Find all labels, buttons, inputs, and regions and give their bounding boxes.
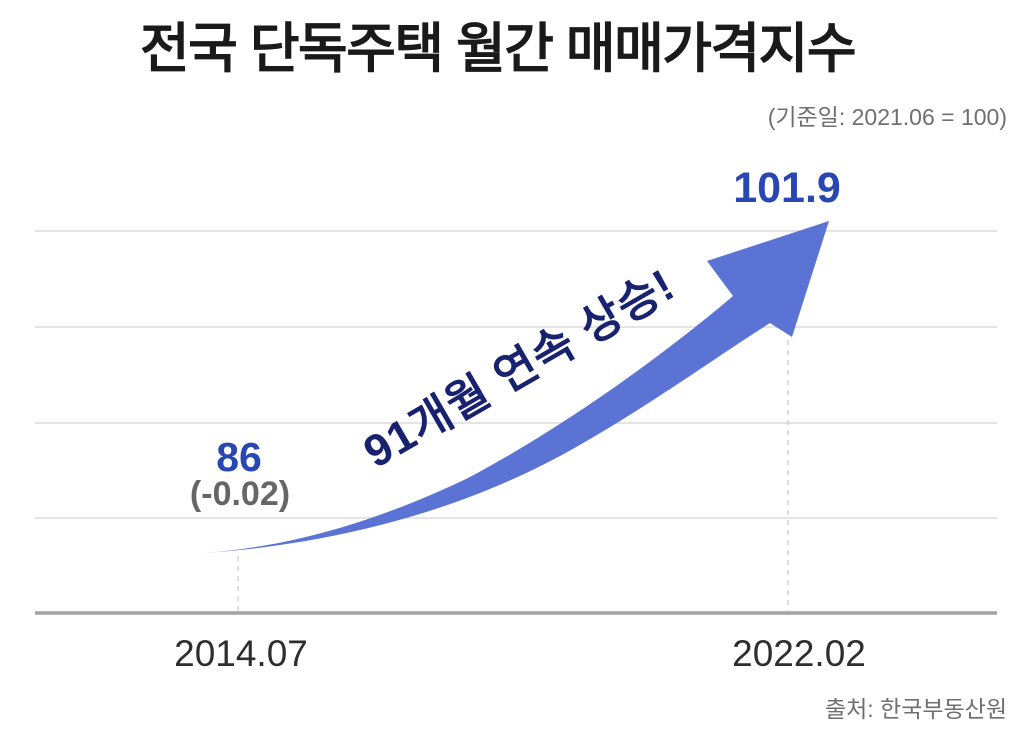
start-value-label: 86 [216,434,262,480]
gridlines [35,230,997,519]
chart-subtitle: (기준일: 2021.06 = 100) [767,104,1007,130]
source-credit: 출처: 한국부동산원 [824,696,1007,722]
x-axis-label-end: 2022.02 [732,633,866,674]
x-axis-label-start: 2014.07 [174,633,308,674]
chart-title: 전국 단독주택 월간 매매가격지수 [139,19,857,79]
start-change-label: (-0.02) [189,475,291,513]
end-value-label: 101.9 [733,164,841,212]
trend-arrow [204,221,829,553]
